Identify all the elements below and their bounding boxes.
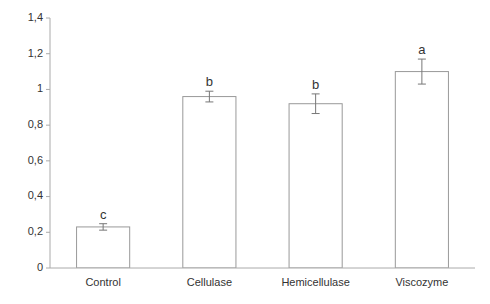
bar: [289, 104, 342, 268]
y-tick: [46, 53, 50, 54]
error-bar: [99, 224, 107, 230]
y-tick: [46, 196, 50, 197]
chart-svg: 0 0,2 0,4 0,6 0,8 1 1,2 1,4 c b b a Control Cellulase…: [0, 0, 490, 304]
y-tick-label: 0,4: [28, 189, 43, 201]
y-tick: [46, 125, 50, 126]
error-cap: [205, 101, 213, 102]
y-axis: 0 0,2 0,4 0,6 0,8 1 1,2 1,4: [28, 11, 50, 273]
significance-letter: c: [100, 207, 107, 222]
y-tick-label: 1,2: [28, 47, 43, 59]
x-tick-label: Cellulase: [187, 276, 232, 288]
bar: [395, 72, 448, 268]
error-cap: [99, 223, 107, 224]
significance-letter: b: [206, 74, 213, 89]
y-tick: [46, 268, 50, 269]
error-cap: [99, 230, 107, 231]
x-axis-line: [50, 268, 475, 269]
y-tick-label: 0: [37, 261, 43, 273]
y-tick: [46, 160, 50, 161]
chart-container: 0 0,2 0,4 0,6 0,8 1 1,2 1,4 c b b a Control Cellulase…: [0, 0, 490, 304]
y-tick-label: 0,6: [28, 154, 43, 166]
error-bar: [312, 94, 320, 114]
error-cap: [312, 113, 320, 114]
error-cap: [312, 93, 320, 94]
y-tick: [46, 89, 50, 90]
error-cap: [205, 91, 213, 92]
error-cap: [418, 84, 426, 85]
y-tick: [46, 18, 50, 19]
x-tick-label: Hemicellulase: [281, 276, 349, 288]
error-bar: [205, 91, 213, 102]
bar: [183, 97, 236, 268]
y-tick-label: 0,8: [28, 118, 43, 130]
bars: [77, 59, 449, 268]
x-axis: Control Cellulase Hemicellulase Viscozyme: [50, 268, 475, 288]
y-tick-label: 1,4: [28, 11, 43, 23]
bar: [77, 227, 130, 268]
significance-letter: b: [312, 77, 319, 92]
error-line: [209, 91, 210, 102]
y-axis-line: [50, 18, 51, 268]
error-line: [103, 224, 104, 230]
error-bar: [418, 59, 426, 84]
y-tick: [46, 232, 50, 233]
y-tick-label: 1: [37, 82, 43, 94]
error-line: [421, 59, 422, 84]
x-tick-label: Viscozyme: [395, 276, 448, 288]
letters: c b b a: [100, 42, 426, 222]
x-tick-label: Control: [85, 276, 120, 288]
significance-letter: a: [418, 42, 426, 57]
error-cap: [418, 59, 426, 60]
y-tick-label: 0,2: [28, 225, 43, 237]
error-line: [315, 94, 316, 114]
